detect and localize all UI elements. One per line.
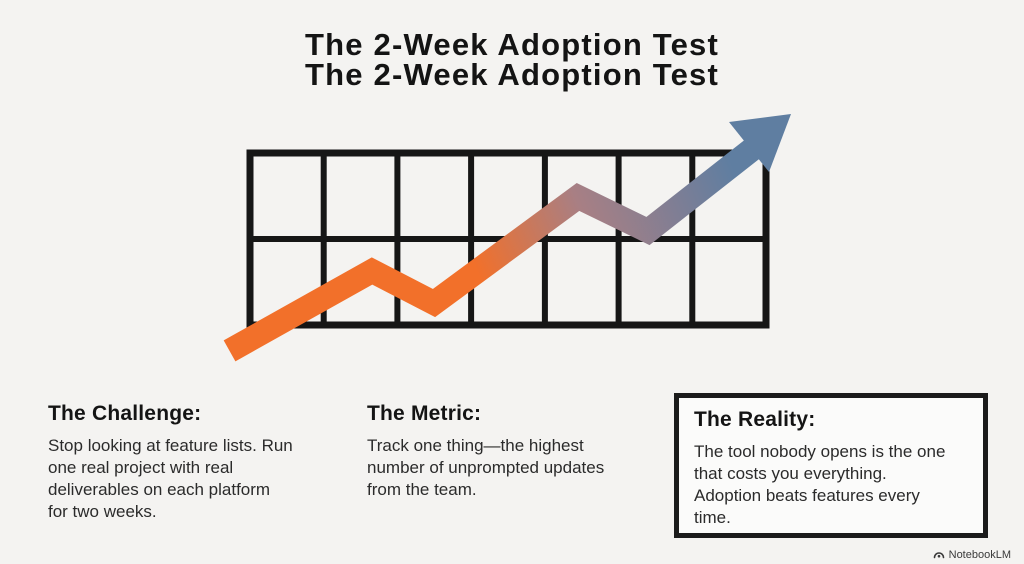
title-line-1: The 2-Week Adoption Test xyxy=(304,27,720,62)
section-metric: The Metric: Track one thing—the highest … xyxy=(367,402,662,501)
title-line-2: The 2-Week Adoption Test xyxy=(304,57,720,92)
section-challenge: The Challenge: Stop looking at feature l… xyxy=(48,402,343,523)
reality-heading: The Reality: xyxy=(694,408,816,431)
reality-body: The tool nobody opens is the one that co… xyxy=(694,442,946,527)
trend-arrow-icon xyxy=(223,114,791,362)
notebooklm-watermark: NotebookLM xyxy=(933,549,1011,561)
metric-body: Track one thing—the highest number of un… xyxy=(367,436,605,499)
challenge-heading: The Challenge: xyxy=(48,402,202,425)
metric-heading: The Metric: xyxy=(367,402,482,425)
challenge-body: Stop looking at feature lists. Run one r… xyxy=(48,436,293,521)
notebooklm-brand-label: NotebookLM xyxy=(948,549,1011,561)
notebooklm-logo-icon xyxy=(933,552,944,559)
slide-title: The 2-Week Adoption Test The 2-Week Adop… xyxy=(0,27,1024,92)
section-reality: The Reality: The tool nobody opens is th… xyxy=(674,393,988,538)
